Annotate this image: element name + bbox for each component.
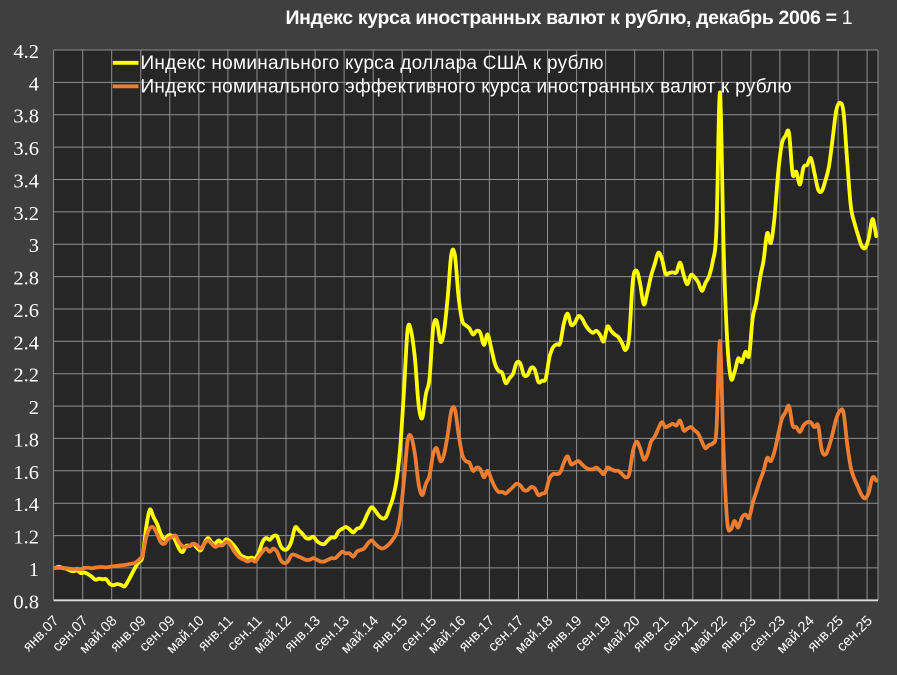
svg-text:2: 2 (29, 397, 39, 419)
svg-text:1.2: 1.2 (13, 527, 39, 549)
svg-text:4: 4 (29, 73, 39, 95)
svg-text:3: 3 (29, 235, 39, 257)
svg-text:Индекс номинального эффективно: Индекс номинального эффективного курса и… (141, 77, 792, 98)
svg-text:3.2: 3.2 (13, 203, 39, 225)
svg-text:1.8: 1.8 (13, 429, 39, 451)
svg-text:2.6: 2.6 (13, 300, 39, 322)
svg-text:1.6: 1.6 (13, 462, 39, 484)
svg-text:Индекс номинального курса долл: Индекс номинального курса доллара США к … (141, 53, 604, 74)
svg-text:4.2: 4.2 (13, 41, 39, 63)
svg-text:1.4: 1.4 (13, 494, 39, 516)
svg-text:2.8: 2.8 (13, 268, 39, 290)
svg-text:0.8: 0.8 (13, 591, 39, 613)
svg-text:3.6: 3.6 (13, 138, 39, 160)
svg-text:Индекс курса иностранных валют: Индекс курса иностранных валют к рублю, … (286, 7, 853, 29)
svg-text:1: 1 (29, 559, 39, 581)
svg-text:2.4: 2.4 (13, 332, 39, 354)
svg-text:3.8: 3.8 (13, 106, 39, 128)
svg-text:3.4: 3.4 (13, 171, 39, 193)
svg-text:2.2: 2.2 (13, 365, 39, 387)
